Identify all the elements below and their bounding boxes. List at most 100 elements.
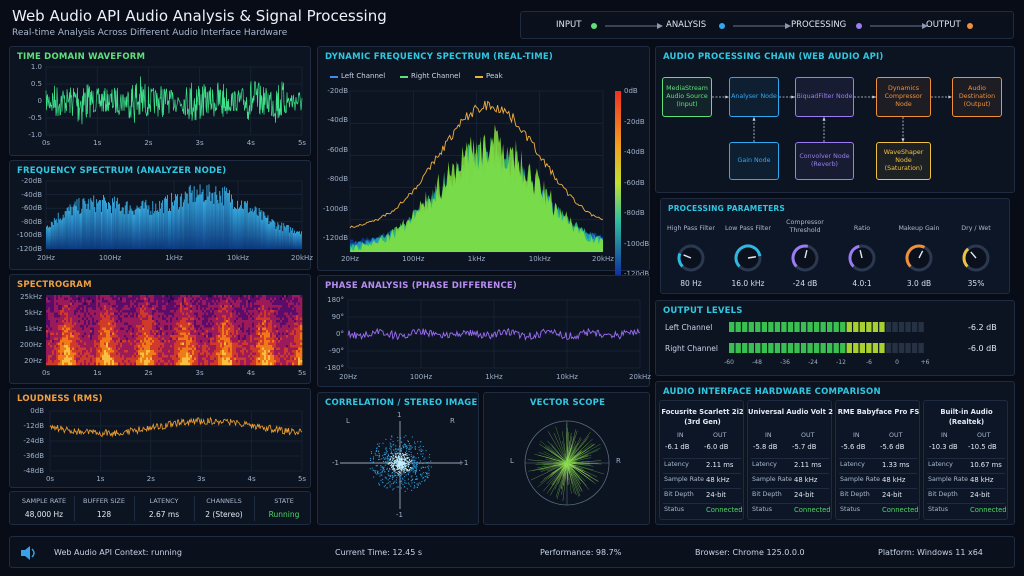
meter-label: Left Channel bbox=[665, 323, 713, 332]
bit_depth-label: Bit Depth bbox=[664, 491, 694, 498]
knob-dial[interactable] bbox=[676, 243, 706, 273]
phase-title: PHASE ANALYSIS (PHASE DIFFERENCE) bbox=[325, 281, 518, 291]
hw-divider bbox=[927, 488, 1005, 489]
signal-flow-bar: INPUT ANALYSIS PROCESSING OUTPUT bbox=[520, 11, 1014, 39]
y-tick: -60dB bbox=[21, 204, 42, 213]
stat-divider bbox=[254, 496, 255, 521]
knob-dial[interactable] bbox=[847, 243, 877, 273]
corr-l-label: L bbox=[346, 417, 350, 425]
x-tick: 5s bbox=[297, 369, 307, 377]
out-value: -5.6 dB bbox=[880, 443, 905, 451]
x-tick: 100Hz bbox=[98, 254, 122, 262]
knob-label: High Pass Filter bbox=[666, 225, 715, 232]
hardware-card[interactable]: Built-in Audio (Realtek) IN OUT -10.3 dB -10… bbox=[923, 400, 1008, 520]
status-value: Connected bbox=[794, 506, 831, 514]
legend-swatch bbox=[475, 76, 483, 78]
chain-node[interactable]: Dynamics Compressor Node bbox=[876, 77, 931, 117]
chain-node[interactable]: MediaStream Audio Source (Input) bbox=[662, 77, 712, 117]
corr-neg-label: -1 bbox=[332, 459, 339, 467]
x-tick: 2s bbox=[144, 369, 153, 377]
knob-value: 3.0 dB bbox=[906, 279, 932, 288]
hw-divider bbox=[663, 488, 741, 489]
dynamic-spectrum-title: DYNAMIC FREQUENCY SPECTRUM (REAL-TIME) bbox=[325, 52, 553, 62]
flow-arrow-icon bbox=[732, 23, 791, 29]
hardware-card[interactable]: RME Babyface Pro FS IN OUT -5.6 dB -5.6 dB La… bbox=[835, 400, 920, 520]
x-tick: 4s bbox=[246, 369, 255, 377]
x-tick: 100Hz bbox=[402, 255, 425, 263]
bit_depth-value: 24-bit bbox=[706, 491, 726, 499]
chain-node-label: Gain Node bbox=[737, 157, 771, 164]
speaker-icon[interactable] bbox=[20, 545, 38, 561]
chain-node[interactable]: Gain Node bbox=[729, 142, 779, 180]
knob-dial[interactable] bbox=[904, 243, 934, 273]
spectrogram-panel: SPECTROGRAM 25kHz 5kHz 1kHz 200Hz 20Hz 0s 1s 2s… bbox=[9, 274, 311, 384]
x-tick: 20Hz bbox=[37, 254, 55, 262]
stat-value: Running bbox=[268, 510, 300, 519]
scale-tick: -40dB bbox=[624, 148, 645, 156]
knob-label: Dry / Wet bbox=[961, 225, 991, 232]
status-value: Connected bbox=[706, 506, 743, 514]
bit_depth-value: 24-bit bbox=[970, 491, 990, 499]
x-tick: 5s bbox=[297, 139, 307, 147]
y-tick: 0° bbox=[336, 330, 344, 338]
knob-value: 80 Hz bbox=[680, 279, 702, 288]
latency-value: 2.11 ms bbox=[794, 461, 822, 469]
meter-value: -6.0 dB bbox=[968, 344, 997, 353]
knob-dial[interactable] bbox=[733, 243, 763, 273]
chain-node[interactable]: Convolver Node (Reverb) bbox=[795, 142, 854, 180]
frequency-title: FREQUENCY SPECTRUM (ANALYZER NODE) bbox=[17, 166, 227, 176]
x-tick: 10kHz bbox=[556, 373, 578, 381]
bit_depth-label: Bit Depth bbox=[840, 491, 870, 498]
latency-value: 1.33 ms bbox=[882, 461, 910, 469]
scale-tick: -20dB bbox=[624, 117, 645, 126]
y-tick: -90° bbox=[329, 347, 344, 355]
y-tick: -100dB bbox=[16, 231, 42, 240]
meter-scale-tick: +6 bbox=[920, 359, 930, 366]
processing-chain-title: AUDIO PROCESSING CHAIN (WEB AUDIO API) bbox=[663, 52, 884, 62]
page-title: Web Audio API Audio Analysis & Signal Pr… bbox=[12, 7, 387, 25]
x-tick: 4s bbox=[247, 475, 256, 483]
meter-scale-tick: -48 bbox=[752, 359, 762, 366]
stat-label: SAMPLE RATE bbox=[21, 497, 67, 505]
chain-node-label: Analyser Node bbox=[731, 93, 777, 100]
chain-node[interactable]: Analyser Node bbox=[729, 77, 779, 117]
status-label: Status bbox=[664, 506, 685, 513]
x-tick: 20kHz bbox=[291, 254, 313, 262]
vectorscope-title: VECTOR SCOPE bbox=[529, 398, 606, 408]
chain-node[interactable]: Audio Destination (Output) bbox=[952, 77, 1002, 117]
status-label: Status bbox=[928, 506, 949, 513]
x-tick: 4s bbox=[246, 139, 255, 147]
x-tick: 10kHz bbox=[528, 255, 551, 263]
sample_rate-value: 48 kHz bbox=[970, 476, 994, 484]
latency-label: Latency bbox=[928, 461, 953, 468]
hw-divider bbox=[751, 503, 829, 504]
stat-label: BUFFER SIZE bbox=[83, 497, 125, 505]
chain-node[interactable]: WaveShaper Node (Saturation) bbox=[876, 142, 931, 180]
hardware-card[interactable]: Universal Audio Volt 2 IN OUT -5.8 dB -5.7 d… bbox=[747, 400, 833, 520]
stat-divider bbox=[134, 496, 135, 521]
chain-node-label: Audio Destination (Output) bbox=[958, 85, 996, 108]
knob-label: Makeup Gain bbox=[898, 225, 940, 232]
stat-value: 2 (Stereo) bbox=[205, 510, 243, 519]
params-title: PROCESSING PARAMETERS bbox=[668, 204, 785, 213]
chain-node[interactable]: BiquadFilter Node bbox=[795, 77, 854, 117]
hw-divider bbox=[927, 473, 1005, 474]
meter-scale-tick: -12 bbox=[836, 359, 846, 366]
bit_depth-value: 24-bit bbox=[794, 491, 814, 499]
hardware-card[interactable]: Focusrite Scarlett 2i2 (3rd Gen) IN OUT -6.… bbox=[659, 400, 744, 520]
in-value: -10.3 dB bbox=[929, 443, 958, 451]
status-label: Status bbox=[840, 506, 861, 513]
latency-label: Latency bbox=[664, 461, 689, 468]
stat-value: 48,000 Hz bbox=[24, 510, 64, 519]
out-value: -5.7 dB bbox=[792, 443, 817, 451]
y-tick: -40dB bbox=[21, 190, 42, 199]
knob-dial[interactable] bbox=[790, 243, 820, 273]
knob-label: Compressor Threshold bbox=[786, 219, 824, 234]
flow-dot-icon bbox=[856, 23, 862, 29]
knob-dial[interactable] bbox=[961, 243, 991, 273]
spectrogram-title: SPECTROGRAM bbox=[17, 280, 92, 290]
latency-label: Latency bbox=[752, 461, 777, 468]
stat-divider bbox=[194, 496, 195, 521]
hw-divider bbox=[839, 473, 917, 474]
hw-divider bbox=[751, 488, 829, 489]
